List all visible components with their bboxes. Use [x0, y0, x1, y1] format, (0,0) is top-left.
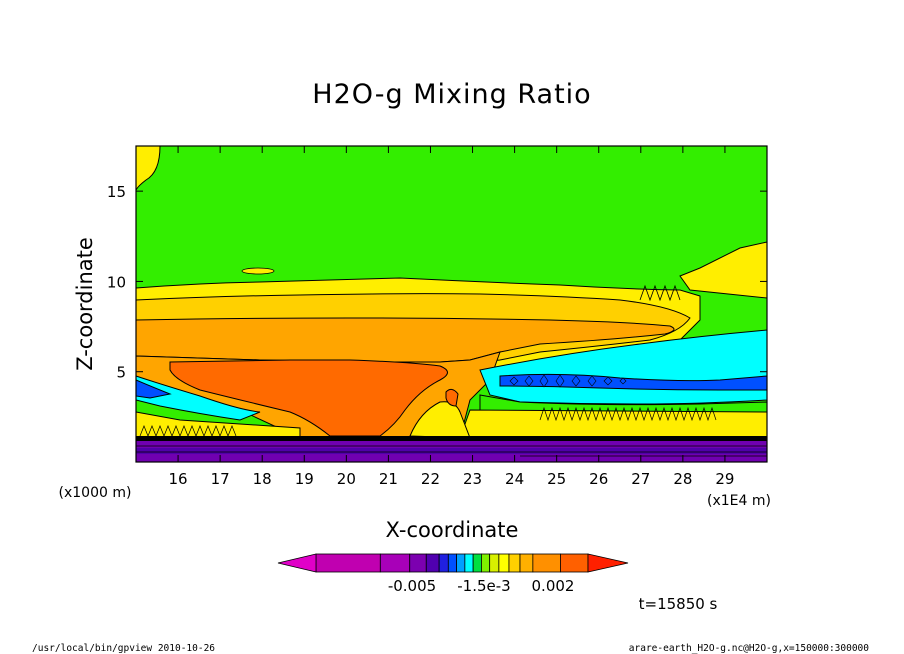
colorbar-label-0: -0.005	[388, 577, 436, 595]
colorbar-swatch	[425, 553, 440, 573]
y-axis-label: Z-coordinate	[73, 237, 97, 371]
colorbar-swatch	[472, 553, 482, 573]
x-tick-label: 27	[631, 470, 650, 488]
y-tick-label: 5	[116, 364, 126, 382]
footer-left: /usr/local/bin/gpview 2010-10-26	[32, 643, 215, 654]
colorbar-label-1: -1.5e-3	[457, 577, 510, 595]
region-top-left-blob	[135, 145, 161, 191]
colorbar-label-2: 0.002	[532, 577, 575, 595]
colorbar-swatch	[489, 553, 500, 573]
small-blob	[241, 267, 275, 275]
colorbar-swatch	[560, 553, 589, 573]
x-axis: 16 17 18 19 20 21 22 23 24 25 26 27 28 29	[169, 146, 734, 488]
footer-right: arare-earth_H2O-g.nc@H2O-g,x=150000:3000…	[629, 643, 869, 654]
region-surface-deep	[136, 448, 767, 454]
colorbar-swatch	[532, 553, 561, 573]
colorbar-swatch	[519, 553, 534, 573]
x-tick-label: 18	[253, 470, 272, 488]
region-right-upper	[679, 241, 768, 299]
region-right-lower-yellow	[459, 409, 768, 439]
y-tick-label: 10	[107, 273, 126, 291]
y-axis: 5 10 15	[107, 183, 767, 382]
x-tick-label: 29	[715, 470, 734, 488]
x-tick-label: 20	[337, 470, 356, 488]
colorbar-swatch	[498, 553, 510, 573]
x-tick-label: 19	[295, 470, 314, 488]
x-axis-label: X-coordinate	[386, 518, 519, 542]
x-tick-label: 17	[211, 470, 230, 488]
region-left-blue	[135, 379, 172, 399]
spike-row-lower	[539, 406, 717, 422]
region-plume-core	[169, 359, 448, 437]
colorbar-swatch	[315, 553, 381, 573]
spike-row	[639, 284, 681, 302]
colorbar-swatch	[508, 553, 521, 573]
x-unit-label: (x1E4 m)	[707, 493, 771, 509]
colorbar-swatch	[379, 553, 411, 573]
y-tick-label: 15	[107, 183, 126, 201]
x-tick-label: 21	[379, 470, 398, 488]
region-left-cyan	[135, 375, 261, 421]
colorbar-swatch	[456, 553, 466, 573]
plot-area	[135, 145, 768, 463]
time-label: t=15850 s	[639, 595, 718, 613]
x-tick-label: 24	[505, 470, 524, 488]
x-tick-label: 26	[589, 470, 608, 488]
colorbar-swatch	[447, 553, 457, 573]
region-mid-bumps	[409, 401, 471, 439]
left-spike-row	[139, 425, 237, 437]
x-tick-label: 22	[421, 470, 440, 488]
colorbar-swatch	[481, 553, 491, 573]
colorbar	[277, 553, 629, 573]
y-unit-label: (x1000 m)	[59, 485, 132, 501]
chart-title: H2O-g Mixing Ratio	[312, 79, 591, 110]
x-tick-label: 23	[463, 470, 482, 488]
colorbar-left-arrow	[277, 553, 317, 573]
x-tick-label: 25	[547, 470, 566, 488]
colorbar-swatch	[409, 553, 427, 573]
diamond-series	[509, 374, 627, 388]
x-tick-label: 28	[673, 470, 692, 488]
plot-frame	[135, 145, 768, 463]
colorbar-right-arrow	[587, 553, 629, 573]
x-tick-label: 16	[169, 470, 188, 488]
region-plume-orange	[135, 317, 675, 363]
colorbar-swatch	[438, 553, 449, 573]
region-mid-core-blob	[445, 388, 459, 407]
colorbar-swatch	[464, 553, 474, 573]
surface-line	[136, 436, 767, 441]
